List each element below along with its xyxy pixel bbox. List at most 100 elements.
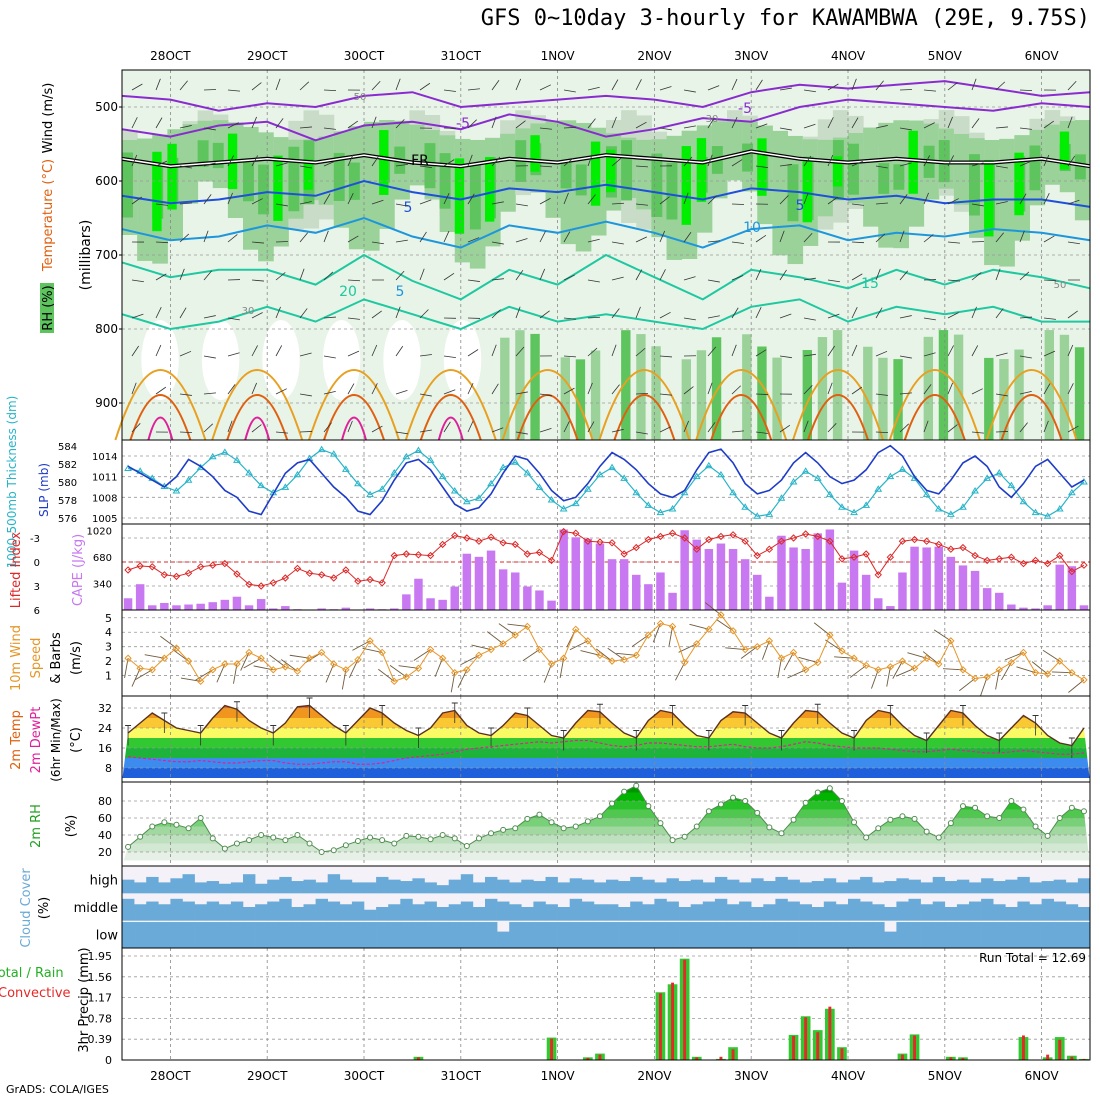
rh-band xyxy=(908,130,918,194)
li-point xyxy=(935,540,943,549)
cape-bar xyxy=(874,598,883,610)
li-point xyxy=(1068,567,1076,576)
upper-wind-barb xyxy=(275,78,281,91)
upper-wind-barb xyxy=(731,430,744,433)
li-point xyxy=(1043,559,1052,568)
li-point xyxy=(1031,556,1040,565)
wind-speed-point xyxy=(221,660,229,668)
cloud-cell xyxy=(690,879,704,894)
rh-band xyxy=(772,357,782,440)
wind-barb xyxy=(825,639,843,652)
contour-label: 5 xyxy=(796,198,805,214)
rh-band xyxy=(1044,124,1061,185)
cloud-cell xyxy=(896,901,909,921)
cloud-cell xyxy=(267,901,280,921)
contour-label: 30 xyxy=(706,114,719,125)
top-date-label: 3NOV xyxy=(734,49,769,63)
rh-point xyxy=(221,845,228,852)
li-point xyxy=(221,559,229,568)
upper-wind-barb xyxy=(1019,160,1032,167)
upper-wind-barb xyxy=(395,203,408,207)
rh-band xyxy=(787,164,799,222)
upper-wind-barb xyxy=(995,201,1008,205)
upper-wind-barb xyxy=(323,355,336,359)
top-date-label: 5NOV xyxy=(928,49,963,63)
upper-wind-barb xyxy=(659,127,672,131)
slp-tick: 1014 xyxy=(92,452,117,463)
contour-label: -5 xyxy=(456,116,470,132)
rh-point xyxy=(826,785,833,792)
upper-wind-barb xyxy=(659,196,670,205)
thickness-point xyxy=(1019,497,1028,505)
upper-wind-barb xyxy=(707,117,715,129)
rh2m-axis-label-2: (%) xyxy=(64,815,79,838)
rh-point xyxy=(185,825,192,832)
upper-wind-barb xyxy=(611,116,617,129)
cloud-cell xyxy=(993,922,1006,948)
li-point xyxy=(680,534,689,542)
upper-wind-barb xyxy=(371,310,382,319)
upper-air-y-tick: 600 xyxy=(95,174,118,188)
wind-barb xyxy=(689,623,709,630)
cloud-cell xyxy=(460,922,474,948)
rh-point xyxy=(282,837,289,844)
li-point xyxy=(705,535,713,544)
precip-convective-bar xyxy=(1021,1035,1025,1060)
upper-wind-barb xyxy=(203,127,216,131)
precip-convective-bar xyxy=(1058,1039,1062,1060)
upper-wind-barb xyxy=(971,272,982,281)
upper-wind-barb xyxy=(755,306,762,319)
thickness-point xyxy=(499,463,508,471)
upper-wind-barb xyxy=(515,78,522,91)
cloud-cell xyxy=(545,876,558,894)
upper-wind-barb xyxy=(587,154,593,167)
cape-bar xyxy=(462,553,472,610)
wind-barb xyxy=(1068,679,1085,693)
wind-barb xyxy=(704,602,722,616)
rh-band xyxy=(817,337,828,440)
rh-point xyxy=(463,843,470,850)
rh-band xyxy=(560,162,572,189)
cloud-cell xyxy=(569,922,583,948)
rh-band xyxy=(530,333,540,440)
li-tick: 6 xyxy=(34,606,40,617)
upper-wind-barb xyxy=(179,125,192,129)
precip-convective-bar xyxy=(1070,1056,1074,1060)
li-point xyxy=(438,540,447,549)
rh-band xyxy=(984,357,994,440)
rh-band xyxy=(243,162,254,202)
upper-wind-barb xyxy=(443,192,450,205)
rh-point xyxy=(838,798,845,804)
thickness-point xyxy=(971,487,979,494)
upper-wind-barb xyxy=(659,393,672,396)
rh-point xyxy=(524,815,531,822)
upper-wind-barb xyxy=(419,429,432,433)
upper-wind-barb xyxy=(779,164,792,167)
cape-bar xyxy=(656,572,665,610)
li-point xyxy=(523,550,532,558)
rh-band xyxy=(141,320,179,400)
thickness-point xyxy=(801,467,810,474)
rh-point xyxy=(814,789,821,796)
cloud-cell xyxy=(158,882,171,894)
upper-wind-barb xyxy=(611,276,624,281)
rh-band xyxy=(621,140,633,201)
cloud-cell xyxy=(279,876,292,894)
thickness-point xyxy=(257,481,266,489)
li-point xyxy=(354,577,362,585)
upper-wind-barb xyxy=(923,89,936,92)
li-point xyxy=(572,529,580,537)
thickness-point xyxy=(450,487,459,494)
wind-barb xyxy=(995,669,1000,690)
precip-convective-bar xyxy=(658,993,662,1060)
wind-barb xyxy=(580,650,601,656)
top-date-label: 1NOV xyxy=(541,49,576,63)
bottom-date-label: 29OCT xyxy=(247,1069,288,1083)
upper-wind-barb xyxy=(971,345,979,357)
thickness-point xyxy=(656,508,665,516)
rh-band xyxy=(262,320,300,400)
upper-wind-barb xyxy=(899,392,912,395)
cloud-cell xyxy=(364,922,377,948)
upper-wind-barb xyxy=(419,354,432,357)
bottom-date-label: 5NOV xyxy=(928,1069,963,1083)
